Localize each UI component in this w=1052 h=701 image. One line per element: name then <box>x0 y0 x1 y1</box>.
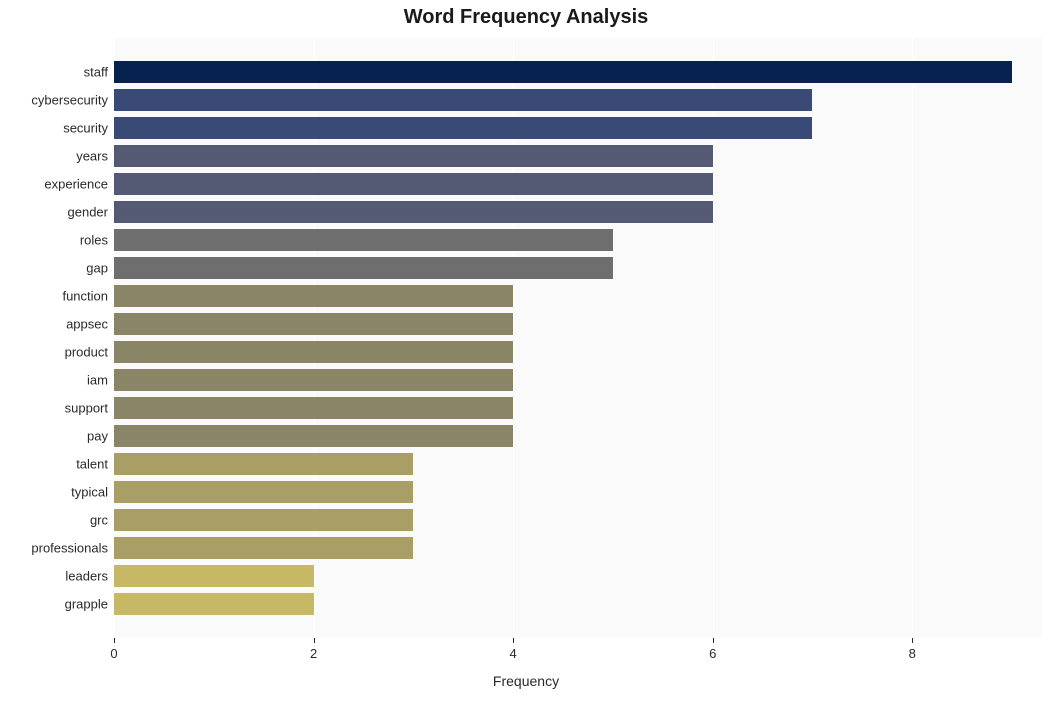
bar <box>114 201 713 223</box>
bar <box>114 229 613 251</box>
x-tick <box>314 638 315 643</box>
plot-area <box>114 38 1042 638</box>
y-tick-label: cybersecurity <box>31 93 108 108</box>
gridline <box>912 38 913 638</box>
bar <box>114 425 513 447</box>
x-tick <box>114 638 115 643</box>
x-tick <box>713 638 714 643</box>
y-tick-label: pay <box>87 429 108 444</box>
x-tick-label: 8 <box>909 646 916 661</box>
bar <box>114 341 513 363</box>
y-tick-label: product <box>65 345 108 360</box>
y-tick-label: gap <box>86 261 108 276</box>
y-tick-label: iam <box>87 373 108 388</box>
y-tick-label: grapple <box>65 597 108 612</box>
y-tick-label: leaders <box>65 569 108 584</box>
x-tick-label: 2 <box>310 646 317 661</box>
bar <box>114 397 513 419</box>
bar <box>114 145 713 167</box>
bar <box>114 285 513 307</box>
bar <box>114 173 713 195</box>
y-tick-label: roles <box>80 233 108 248</box>
x-tick <box>912 638 913 643</box>
y-tick-label: support <box>65 401 108 416</box>
x-tick <box>513 638 514 643</box>
y-tick-label: professionals <box>31 541 108 556</box>
y-tick-label: function <box>62 289 108 304</box>
bar <box>114 453 413 475</box>
x-tick-label: 0 <box>110 646 117 661</box>
bar <box>114 593 314 615</box>
y-tick-label: experience <box>44 177 108 192</box>
y-tick-label: years <box>76 149 108 164</box>
x-tick-label: 6 <box>709 646 716 661</box>
bar <box>114 509 413 531</box>
bar <box>114 257 613 279</box>
bar <box>114 61 1012 83</box>
x-tick-label: 4 <box>510 646 517 661</box>
bar <box>114 537 413 559</box>
bar <box>114 369 513 391</box>
y-tick-label: staff <box>84 65 108 80</box>
bar <box>114 89 812 111</box>
y-tick-label: typical <box>71 485 108 500</box>
y-tick-label: security <box>63 121 108 136</box>
chart-title: Word Frequency Analysis <box>0 6 1052 29</box>
y-tick-label: talent <box>76 457 108 472</box>
y-tick-label: gender <box>68 205 108 220</box>
bar <box>114 313 513 335</box>
x-axis-title: Frequency <box>0 673 1052 689</box>
bar <box>114 565 314 587</box>
y-tick-label: appsec <box>66 317 108 332</box>
bar <box>114 481 413 503</box>
y-tick-label: grc <box>90 513 108 528</box>
bar <box>114 117 812 139</box>
